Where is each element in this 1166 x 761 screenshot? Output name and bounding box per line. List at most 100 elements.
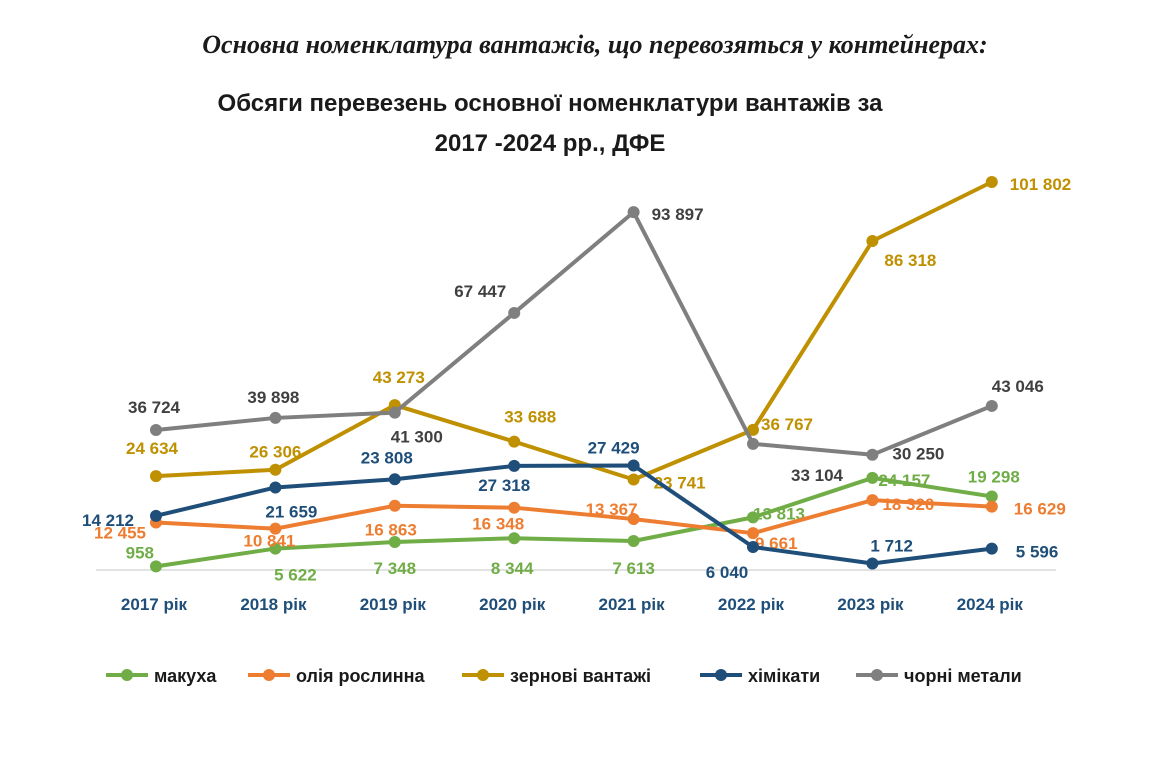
data-point [866, 448, 879, 461]
data-label: 6 040 [706, 563, 749, 582]
page-heading: Основна номенклатура вантажів, що перево… [202, 30, 988, 59]
data-label: 5 622 [274, 566, 317, 585]
data-label: 36 724 [128, 398, 181, 417]
data-point [747, 540, 759, 553]
chart-title-line-2: 2017 -2024 рр., ДФЕ [434, 130, 666, 157]
legend-swatch-marker [263, 669, 275, 681]
legend-swatch-marker [121, 669, 133, 681]
data-label: 7 613 [612, 559, 655, 578]
data-point [747, 511, 759, 524]
data-label: 27 318 [478, 476, 530, 495]
data-label: 24 634 [126, 439, 179, 458]
data-point [269, 481, 282, 494]
x-tick-label: 2019 рік [360, 595, 427, 614]
legend-label: макуха [154, 666, 217, 686]
legend-label: олія рослинна [296, 666, 425, 686]
x-tick-label: 2022 рік [718, 595, 785, 614]
data-point [269, 463, 282, 476]
data-label: 43 046 [992, 377, 1044, 396]
data-label: 1 712 [870, 536, 913, 555]
chart-title: Обсяги перевезень основної номенклатури … [100, 84, 1000, 164]
data-label: 16 629 [1014, 500, 1066, 519]
data-point [747, 423, 759, 436]
data-label: 7 348 [374, 559, 417, 578]
data-point [388, 473, 401, 486]
series-line [154, 475, 994, 569]
legend-label: зернові вантажі [510, 666, 651, 686]
legend-swatch-marker [477, 669, 489, 681]
legend-label: чорні метали [904, 666, 1022, 686]
data-point [747, 437, 759, 450]
data-point [150, 470, 162, 483]
legend-swatch-marker [715, 669, 727, 681]
data-point [388, 535, 401, 548]
data-point [985, 176, 998, 188]
data-label: 12 455 [94, 524, 146, 543]
data-point [866, 494, 879, 507]
x-tick-label: 2024 рік [957, 595, 1024, 614]
data-point [866, 557, 879, 570]
data-point [269, 522, 282, 535]
x-tick-label: 2023 рік [837, 595, 904, 614]
data-label: 86 318 [884, 251, 936, 270]
data-point [269, 542, 282, 555]
series-line [154, 498, 994, 536]
x-tick-label: 2017 рік [121, 595, 188, 614]
legend-label: хімікати [748, 666, 820, 686]
x-tick-label: 2021 рік [599, 595, 666, 614]
data-label: 23 808 [361, 448, 413, 467]
data-point [985, 500, 998, 513]
data-label: 33 688 [504, 408, 556, 427]
data-point [508, 501, 521, 514]
data-point [388, 499, 401, 512]
data-point [866, 235, 879, 248]
data-point [508, 435, 521, 448]
x-tick-label: 2018 рік [240, 595, 307, 614]
data-point [985, 399, 998, 412]
data-label: 5 596 [1016, 543, 1059, 562]
data-point [508, 459, 521, 472]
data-label: 30 250 [892, 445, 944, 464]
data-point [866, 471, 879, 484]
data-point [627, 534, 640, 547]
data-point [985, 490, 998, 503]
data-point [627, 473, 640, 486]
series-line [154, 463, 994, 566]
data-label: 41 300 [391, 428, 443, 447]
data-label: 67 447 [454, 282, 506, 301]
x-tick-label: 2020 рік [479, 595, 546, 614]
data-label: 26 306 [249, 443, 301, 462]
data-label: 16 348 [472, 515, 524, 534]
data-label: 18 320 [882, 495, 934, 514]
data-label: 8 344 [491, 559, 534, 578]
data-point [150, 424, 162, 437]
data-point [150, 509, 162, 522]
data-label: 10 841 [243, 532, 295, 551]
data-label: 13 367 [586, 500, 638, 519]
data-point [985, 542, 998, 555]
legend-swatch-marker [871, 669, 883, 681]
data-point [508, 306, 521, 319]
data-point [747, 527, 759, 540]
data-point [627, 459, 640, 472]
data-label: 13 813 [753, 504, 805, 523]
data-label: 33 104 [791, 466, 844, 485]
data-label: 93 897 [652, 205, 704, 224]
series-line [154, 210, 994, 457]
data-point [388, 406, 401, 419]
data-point [627, 513, 640, 526]
data-point [269, 411, 282, 424]
data-label: 958 [126, 543, 154, 562]
data-point [627, 206, 640, 219]
chart-title-line-1: Обсяги перевезень основної номенклатури … [217, 90, 883, 117]
data-label: 14 212 [82, 511, 134, 530]
series-line [154, 180, 994, 482]
data-label: 39 898 [247, 388, 299, 407]
data-label: 101 802 [1010, 175, 1071, 194]
data-label: 19 298 [968, 467, 1020, 486]
data-label: 27 429 [588, 438, 640, 457]
data-label: 43 273 [373, 368, 425, 387]
data-point [508, 532, 521, 545]
data-point [150, 560, 162, 573]
